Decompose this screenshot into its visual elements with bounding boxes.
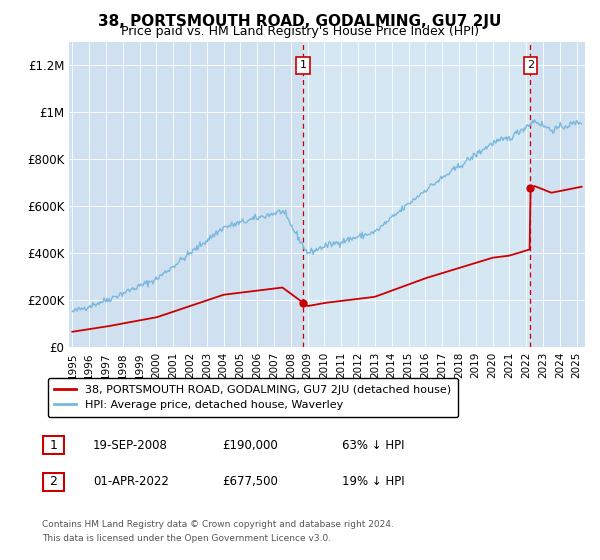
Text: 2: 2 <box>49 475 58 488</box>
Text: 19% ↓ HPI: 19% ↓ HPI <box>342 475 404 488</box>
Text: 1: 1 <box>299 60 307 71</box>
Bar <box>303 42 530 347</box>
Legend: 38, PORTSMOUTH ROAD, GODALMING, GU7 2JU (detached house), HPI: Average price, de: 38, PORTSMOUTH ROAD, GODALMING, GU7 2JU … <box>47 378 458 417</box>
Text: 19-SEP-2008: 19-SEP-2008 <box>93 438 168 452</box>
FancyBboxPatch shape <box>43 473 64 491</box>
Text: £677,500: £677,500 <box>222 475 278 488</box>
Text: 01-APR-2022: 01-APR-2022 <box>93 475 169 488</box>
Text: Price paid vs. HM Land Registry's House Price Index (HPI): Price paid vs. HM Land Registry's House … <box>121 25 479 38</box>
FancyBboxPatch shape <box>43 436 64 454</box>
Text: This data is licensed under the Open Government Licence v3.0.: This data is licensed under the Open Gov… <box>42 534 331 543</box>
Text: 1: 1 <box>49 438 58 452</box>
Text: £190,000: £190,000 <box>222 438 278 452</box>
Text: 63% ↓ HPI: 63% ↓ HPI <box>342 438 404 452</box>
Text: Contains HM Land Registry data © Crown copyright and database right 2024.: Contains HM Land Registry data © Crown c… <box>42 520 394 529</box>
Text: 2: 2 <box>527 60 534 71</box>
Text: 38, PORTSMOUTH ROAD, GODALMING, GU7 2JU: 38, PORTSMOUTH ROAD, GODALMING, GU7 2JU <box>98 14 502 29</box>
